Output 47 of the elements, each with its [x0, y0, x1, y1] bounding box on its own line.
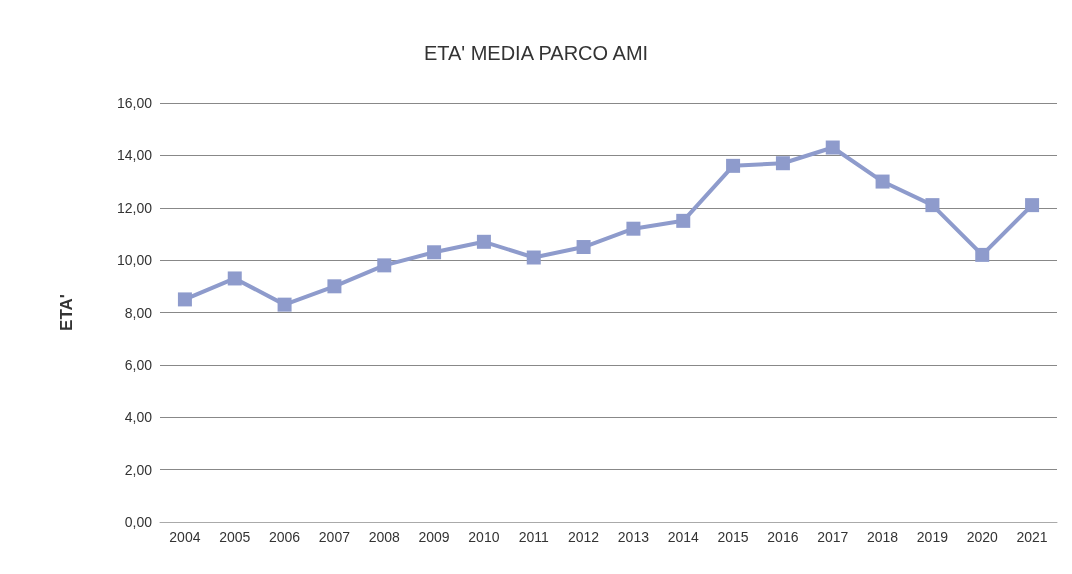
x-tick-label: 2009 — [418, 529, 450, 545]
y-tick-label: 14,00 — [116, 147, 153, 164]
y-tick-label: 8,00 — [124, 304, 153, 321]
point — [875, 174, 890, 189]
x-tick-label: 2018 — [867, 529, 899, 545]
point — [676, 213, 691, 228]
x-tick-label: 2017 — [817, 529, 849, 545]
y-tick-label: 2,00 — [124, 461, 153, 478]
x-tick-label: 2020 — [966, 529, 999, 545]
point — [775, 156, 790, 171]
x-tick-label: 2013 — [617, 529, 650, 545]
point — [377, 258, 392, 273]
y-tick-label: 16,00 — [116, 95, 153, 111]
x-tick-label: 2016 — [767, 529, 799, 545]
x-tick-label: 2012 — [568, 529, 600, 545]
y-tick-label: 12,00 — [116, 199, 153, 216]
point — [1025, 198, 1040, 213]
x-tick-label: 2015 — [717, 529, 749, 545]
y-axis-title: ETA' — [57, 294, 76, 331]
point — [476, 234, 491, 249]
x-tick-label: 2004 — [169, 529, 201, 545]
point — [626, 221, 641, 236]
point — [526, 250, 541, 265]
y-tick-label: 4,00 — [124, 409, 153, 426]
x-tick-label: 2021 — [1016, 529, 1048, 545]
y-tick-label: 0,00 — [124, 514, 153, 530]
point — [576, 240, 591, 255]
point — [327, 279, 342, 294]
x-tick-label: 2006 — [269, 529, 301, 545]
x-tick-label: 2008 — [368, 529, 401, 545]
x-tick-label: 2014 — [667, 529, 700, 545]
x-tick-label: 2010 — [468, 529, 500, 545]
x-tick-label: 2007 — [318, 529, 351, 545]
x-tick-label: 2019 — [916, 529, 949, 545]
y-tick-label: 10,00 — [116, 252, 153, 269]
point — [726, 158, 741, 173]
point — [227, 271, 242, 286]
point — [177, 292, 192, 307]
point — [427, 245, 442, 260]
y-tick-label: 6,00 — [124, 356, 153, 373]
x-tick-label: 2011 — [518, 529, 550, 545]
point — [925, 198, 940, 213]
chart-title: ETA' MEDIA PARCO AMI — [423, 42, 649, 64]
point — [975, 247, 990, 262]
point — [825, 140, 840, 155]
x-tick-label: 2005 — [219, 529, 251, 545]
point — [277, 297, 292, 312]
